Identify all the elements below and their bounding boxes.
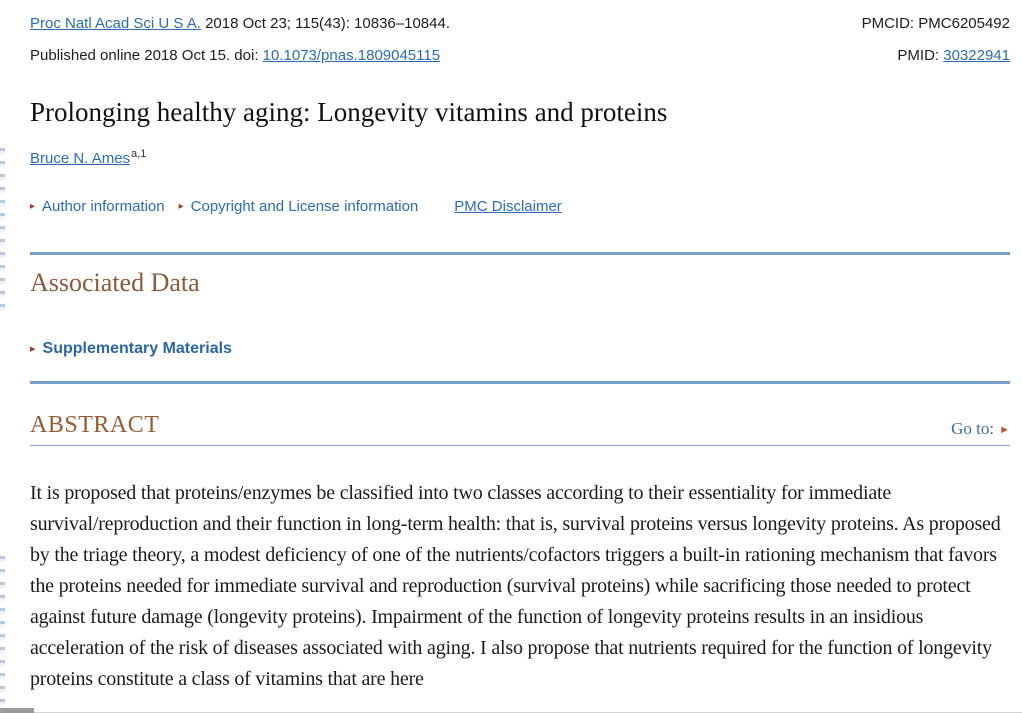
left-edge-cropped-panel-artifact	[0, 556, 5, 706]
article-title: Prolonging healthy aging: Longevity vita…	[30, 97, 668, 127]
author-affiliation-sup: a,1	[131, 148, 147, 160]
published-row: Published online 2018 Oct 15. doi: 10.10…	[30, 45, 1010, 66]
pmcid-label: PMCID:	[861, 15, 919, 32]
copyright-arrow-icon: ▸	[178, 200, 184, 212]
published-info: Published online 2018 Oct 15. doi: 10.10…	[30, 45, 440, 66]
citation-header: Proc Natl Acad Sci U S A. 2018 Oct 23; 1…	[30, 0, 1010, 66]
associated-data-section: Associated Data ▸ Supplementary Material…	[30, 252, 1010, 384]
pmid-link[interactable]: 30322941	[943, 47, 1010, 64]
goto-arrow-icon: ►	[999, 424, 1010, 436]
abstract-section: ABSTRACT Go to: ► It is proposed that pro…	[30, 412, 1010, 695]
supplementary-materials-row: ▸ Supplementary Materials	[30, 340, 1010, 358]
journal-link[interactable]: Proc Natl Acad Sci U S A.	[30, 15, 201, 32]
article-links-row: ▸ Author information ▸ Copyright and Lic…	[30, 198, 1010, 215]
author-link[interactable]: Bruce N. Ames	[30, 150, 131, 167]
supplementary-materials-toggle[interactable]: Supplementary Materials	[42, 340, 232, 357]
pmid: PMID: 30322941	[897, 45, 1010, 66]
author-information-arrow-icon: ▸	[30, 200, 36, 212]
doi-link[interactable]: 10.1073/pnas.1809045115	[262, 47, 441, 64]
goto-link[interactable]: Go to: ►	[951, 419, 1010, 439]
journal-citation: Proc Natl Acad Sci U S A. 2018 Oct 23; 1…	[30, 13, 450, 34]
associated-data-heading: Associated Data	[30, 268, 200, 297]
left-edge-cropped-panel-artifact	[0, 148, 5, 310]
copyright-license-toggle[interactable]: Copyright and License information	[190, 198, 419, 215]
bottom-left-scroll-artifact	[0, 708, 34, 713]
author-line: Bruce N. Amesa,1	[30, 148, 1010, 167]
supplementary-arrow-icon: ▸	[30, 342, 36, 355]
pmc-disclaimer-link[interactable]: PMC Disclaimer	[454, 198, 562, 215]
citation-text: 2018 Oct 23; 115(43): 10836–10844.	[200, 15, 450, 32]
abstract-header-row: ABSTRACT Go to: ►	[30, 412, 1010, 446]
published-text: Published online 2018 Oct 15. doi:	[30, 47, 263, 64]
pmcid-value: PMC6205492	[918, 15, 1010, 32]
citation-row: Proc Natl Acad Sci U S A. 2018 Oct 23; 1…	[30, 13, 1010, 34]
goto-label: Go to:	[951, 419, 995, 438]
abstract-text: It is proposed that proteins/enzymes be …	[30, 482, 1001, 690]
pmid-label: PMID:	[897, 47, 944, 64]
pmcid: PMCID: PMC6205492	[862, 13, 1010, 34]
abstract-heading: ABSTRACT	[30, 412, 160, 438]
author-information-toggle[interactable]: Author information	[42, 198, 165, 215]
